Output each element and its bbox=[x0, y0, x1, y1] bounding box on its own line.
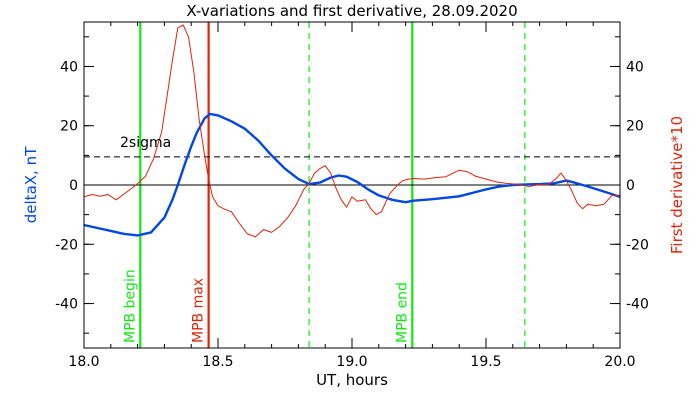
chart-title: X-variations and first derivative, 28.09… bbox=[186, 2, 517, 20]
x-tick-label: 20.0 bbox=[604, 354, 635, 370]
y-tick-label-left: 0 bbox=[69, 178, 78, 194]
event-marker-label: MPB end bbox=[394, 282, 410, 343]
x-tick-label: 18.0 bbox=[68, 354, 99, 370]
x-tick-label: 19.0 bbox=[336, 354, 367, 370]
y-tick-label-right: 40 bbox=[626, 59, 644, 75]
event-marker-label: MPB max bbox=[191, 278, 207, 343]
y-axis-label-right: First derivative*10 bbox=[668, 116, 686, 254]
y-tick-label-right: -20 bbox=[626, 237, 649, 253]
threshold-label: 2sigma bbox=[120, 135, 171, 151]
y-tick-label-right: -40 bbox=[626, 297, 649, 313]
y-tick-label-right: 0 bbox=[626, 178, 635, 194]
y-tick-label-left: -40 bbox=[55, 297, 78, 313]
x-axis-label: UT, hours bbox=[316, 371, 388, 389]
x-tick-label: 18.5 bbox=[202, 354, 233, 370]
derivative-series-line bbox=[83, 24, 620, 238]
y-tick-label-left: 40 bbox=[60, 59, 78, 75]
deltax-series-line bbox=[83, 112, 621, 237]
x-tick-label: 19.5 bbox=[470, 354, 501, 370]
y-tick-label-right: 20 bbox=[626, 119, 644, 135]
y-tick-label-left: 20 bbox=[60, 119, 78, 135]
event-marker-label: MPB begin bbox=[122, 269, 138, 343]
y-axis-label-left: deltaX, nT bbox=[22, 146, 40, 223]
y-tick-label-left: -20 bbox=[55, 237, 78, 253]
